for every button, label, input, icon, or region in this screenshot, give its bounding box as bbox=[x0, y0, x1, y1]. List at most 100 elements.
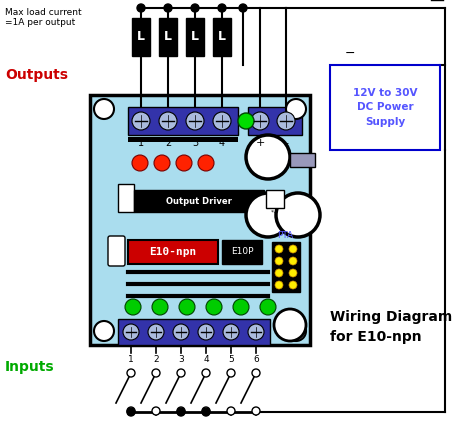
Circle shape bbox=[127, 408, 135, 416]
Bar bbox=[132, 18, 149, 56]
Text: 4: 4 bbox=[218, 138, 225, 148]
Bar bbox=[221, 240, 261, 264]
Text: -: - bbox=[283, 138, 288, 148]
Circle shape bbox=[177, 407, 185, 415]
Text: L: L bbox=[164, 31, 172, 43]
Circle shape bbox=[154, 155, 169, 171]
Text: 2: 2 bbox=[153, 355, 159, 364]
Text: 3: 3 bbox=[191, 138, 198, 148]
FancyBboxPatch shape bbox=[108, 236, 125, 266]
Text: 4: 4 bbox=[203, 355, 208, 364]
Bar bbox=[118, 319, 269, 345]
Circle shape bbox=[275, 281, 282, 289]
Bar bbox=[213, 18, 230, 56]
Text: L: L bbox=[218, 31, 226, 43]
Text: E10-npn: E10-npn bbox=[149, 247, 196, 257]
Bar bbox=[128, 107, 238, 135]
Circle shape bbox=[250, 112, 268, 130]
Text: Max load current
=1A per output: Max load current =1A per output bbox=[5, 8, 81, 28]
Text: E10P: E10P bbox=[230, 248, 253, 257]
Bar bbox=[329, 65, 439, 150]
Circle shape bbox=[227, 369, 235, 377]
Circle shape bbox=[125, 299, 141, 315]
Circle shape bbox=[246, 135, 289, 179]
Circle shape bbox=[164, 4, 172, 12]
Text: L: L bbox=[190, 31, 198, 43]
Circle shape bbox=[275, 269, 282, 277]
Bar bbox=[118, 184, 134, 212]
Circle shape bbox=[137, 4, 145, 12]
Text: −: − bbox=[344, 47, 355, 60]
Circle shape bbox=[275, 257, 282, 265]
Circle shape bbox=[152, 299, 168, 315]
Circle shape bbox=[201, 407, 209, 415]
Circle shape bbox=[238, 4, 247, 12]
Circle shape bbox=[190, 4, 198, 12]
Circle shape bbox=[288, 269, 297, 277]
Circle shape bbox=[94, 99, 114, 119]
Circle shape bbox=[123, 324, 139, 340]
Circle shape bbox=[246, 193, 289, 237]
Circle shape bbox=[177, 369, 185, 377]
Circle shape bbox=[286, 99, 306, 119]
Circle shape bbox=[201, 408, 209, 416]
Circle shape bbox=[218, 4, 226, 12]
Circle shape bbox=[132, 155, 148, 171]
Circle shape bbox=[132, 112, 149, 130]
Circle shape bbox=[198, 155, 214, 171]
Text: +: + bbox=[255, 138, 264, 148]
Bar bbox=[248, 107, 301, 135]
Text: 3: 3 bbox=[178, 355, 183, 364]
Circle shape bbox=[213, 112, 230, 130]
Circle shape bbox=[198, 324, 214, 340]
Circle shape bbox=[94, 321, 114, 341]
Circle shape bbox=[238, 113, 253, 129]
Text: Wiring Diagram
for E10-npn: Wiring Diagram for E10-npn bbox=[329, 310, 451, 344]
Circle shape bbox=[259, 299, 276, 315]
Circle shape bbox=[251, 407, 259, 415]
Bar bbox=[90, 95, 309, 345]
Text: V-: V- bbox=[436, 0, 448, 3]
Circle shape bbox=[152, 369, 159, 377]
Bar bbox=[271, 242, 299, 292]
Text: 12V to 30V
DC Power
Supply: 12V to 30V DC Power Supply bbox=[352, 88, 416, 127]
Circle shape bbox=[178, 299, 195, 315]
Circle shape bbox=[152, 407, 159, 415]
Text: L: L bbox=[137, 31, 145, 43]
Circle shape bbox=[159, 112, 177, 130]
Circle shape bbox=[276, 193, 319, 237]
Circle shape bbox=[148, 324, 164, 340]
Circle shape bbox=[286, 321, 306, 341]
Bar bbox=[159, 18, 177, 56]
Circle shape bbox=[127, 407, 135, 415]
Circle shape bbox=[176, 155, 192, 171]
Text: 5: 5 bbox=[228, 355, 233, 364]
Circle shape bbox=[288, 281, 297, 289]
Circle shape bbox=[288, 245, 297, 253]
Circle shape bbox=[223, 324, 238, 340]
Text: 1: 1 bbox=[128, 355, 134, 364]
Circle shape bbox=[186, 112, 204, 130]
Circle shape bbox=[288, 257, 297, 265]
Circle shape bbox=[248, 324, 263, 340]
Text: Outputs: Outputs bbox=[5, 68, 68, 82]
Bar bbox=[289, 153, 314, 167]
Bar bbox=[134, 190, 263, 212]
Circle shape bbox=[227, 407, 235, 415]
Circle shape bbox=[201, 369, 209, 377]
Text: PTA: PTA bbox=[277, 230, 292, 240]
Circle shape bbox=[277, 112, 294, 130]
Circle shape bbox=[232, 299, 248, 315]
Bar bbox=[128, 240, 218, 264]
Text: 1: 1 bbox=[138, 138, 144, 148]
Text: *+: *+ bbox=[270, 210, 278, 215]
Circle shape bbox=[275, 245, 282, 253]
Bar bbox=[266, 190, 283, 208]
Circle shape bbox=[273, 309, 306, 341]
Bar bbox=[128, 137, 238, 142]
Circle shape bbox=[251, 369, 259, 377]
Text: Output Driver: Output Driver bbox=[166, 197, 231, 206]
Circle shape bbox=[206, 299, 221, 315]
Circle shape bbox=[127, 369, 135, 377]
Bar bbox=[186, 18, 204, 56]
